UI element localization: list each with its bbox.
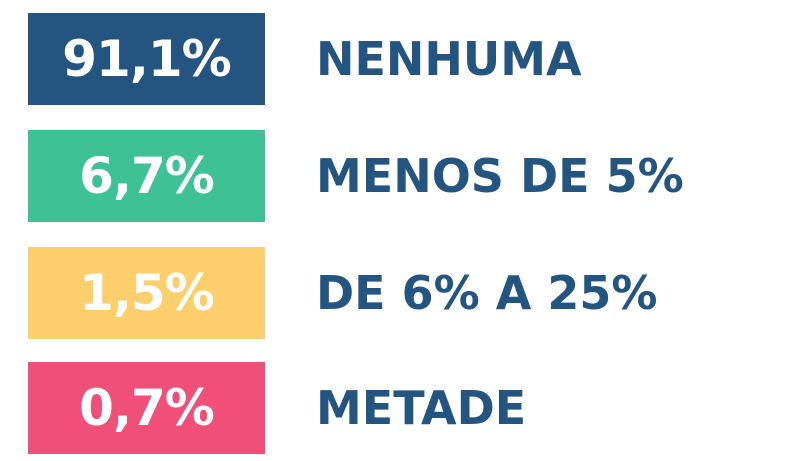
value-box: 1,5% xyxy=(28,247,265,339)
value-box: 91,1% xyxy=(28,13,265,105)
item-row: 1,5% DE 6% A 25% xyxy=(28,247,788,339)
item-row: 0,7% METADE xyxy=(28,362,788,454)
item-label: MENOS DE 5% xyxy=(316,149,684,203)
item-label: NENHUMA xyxy=(316,32,582,86)
value-box: 6,7% xyxy=(28,130,265,222)
item-row: 6,7% MENOS DE 5% xyxy=(28,130,788,222)
value-box: 0,7% xyxy=(28,362,265,454)
item-row: 91,1% NENHUMA xyxy=(28,13,788,105)
item-label: DE 6% A 25% xyxy=(316,266,658,320)
item-label: METADE xyxy=(316,381,527,435)
